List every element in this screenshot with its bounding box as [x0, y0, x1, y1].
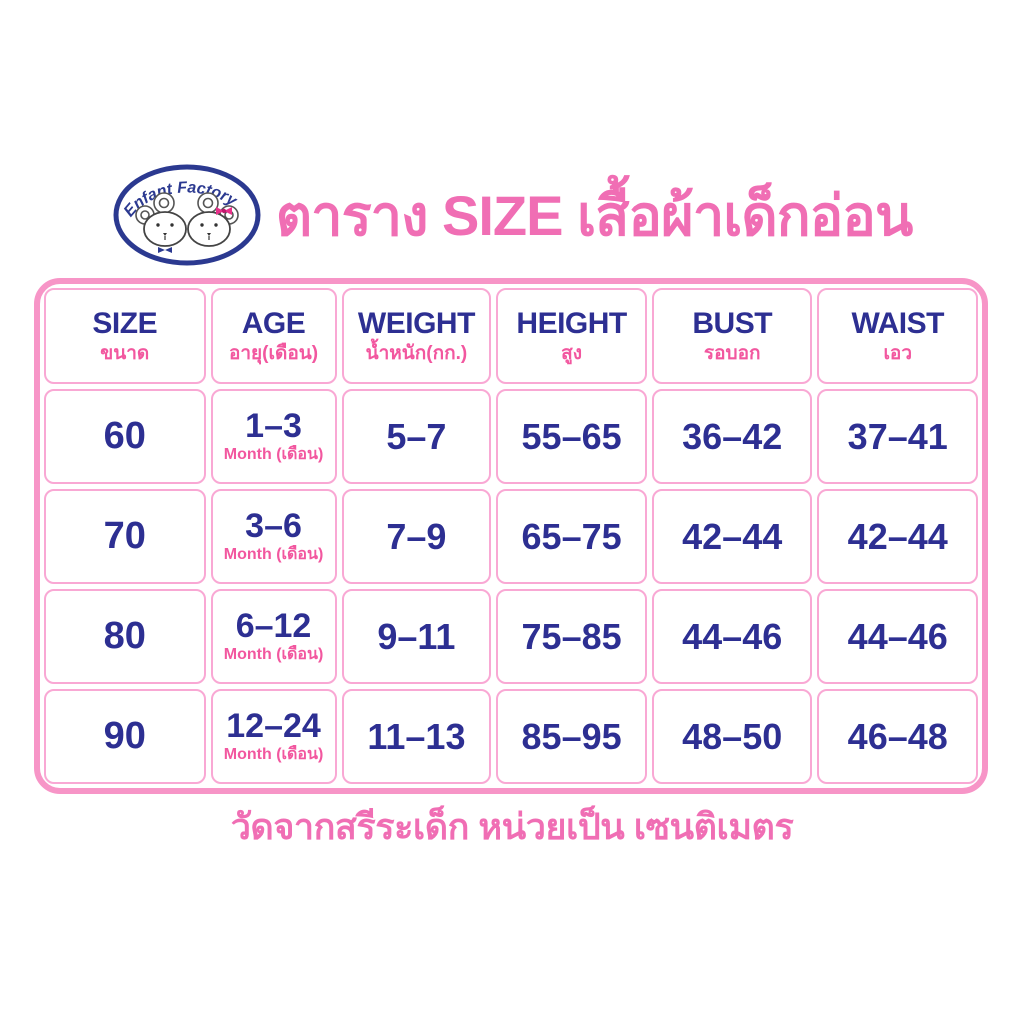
- cell-size: 90: [44, 689, 206, 784]
- bust-value: 48–50: [682, 715, 783, 757]
- weight-value: 9–11: [377, 615, 456, 657]
- age-value: 3–6: [245, 507, 302, 546]
- weight-value: 11–13: [367, 715, 466, 757]
- logo-bears-icon: Enfant Factory: [113, 164, 261, 266]
- left-bear-face: [142, 211, 187, 253]
- cell-bust: 36–42: [651, 389, 813, 484]
- col-header-height: HEIGHT สูง: [496, 288, 647, 384]
- enfant-factory-logo: Enfant Factory: [112, 163, 262, 267]
- bust-value: 44–46: [682, 615, 783, 657]
- col-header-th: อายุ(เดือน): [228, 342, 319, 364]
- cell-waist: 46–48: [817, 689, 978, 784]
- cell-weight: 7–9: [341, 489, 492, 584]
- col-header-th: สูง: [561, 342, 583, 364]
- cell-bust: 42–44: [651, 489, 813, 584]
- waist-value: 44–46: [847, 615, 948, 657]
- cell-weight: 9–11: [341, 589, 492, 684]
- size-value: 60: [103, 414, 146, 457]
- col-header-th: ขนาด: [100, 342, 150, 364]
- height-value: 55–65: [521, 415, 622, 457]
- size-value: 70: [103, 514, 146, 557]
- cell-bust: 44–46: [651, 589, 813, 684]
- cell-height: 55–65: [496, 389, 647, 484]
- cell-height: 65–75: [496, 489, 647, 584]
- weight-value: 5–7: [386, 415, 447, 457]
- cell-age: 1–3 Month (เดือน): [210, 389, 337, 484]
- waist-value: 42–44: [847, 515, 948, 557]
- cell-waist: 42–44: [817, 489, 978, 584]
- cell-height: 75–85: [496, 589, 647, 684]
- cell-size: 70: [44, 489, 206, 584]
- measurement-note: วัดจากสรีระเด็ก หน่วยเป็น เซนติเมตร: [230, 806, 794, 847]
- age-unit: Month (เดือน): [223, 545, 324, 563]
- col-header-en: BUST: [692, 307, 773, 341]
- bust-value: 36–42: [682, 415, 783, 457]
- height-value: 65–75: [521, 515, 622, 557]
- col-header-th: น้ำหนัก(กก.): [365, 342, 468, 364]
- cell-waist: 44–46: [817, 589, 978, 684]
- hair-bow-icon: [215, 207, 232, 215]
- col-header-en: SIZE: [92, 307, 158, 341]
- age-unit: Month (เดือน): [223, 445, 324, 463]
- col-header-bust: BUST รอบอก: [651, 288, 813, 384]
- cell-bust: 48–50: [651, 689, 813, 784]
- age-value: 12–24: [226, 707, 321, 746]
- size-value: 80: [103, 614, 146, 657]
- age-unit: Month (เดือน): [223, 645, 324, 663]
- size-table: SIZE ขนาด AGE อายุ(เดือน) WEIGHT น้ำหนัก…: [34, 278, 988, 794]
- cell-age: 12–24 Month (เดือน): [210, 689, 337, 784]
- col-header-en: AGE: [241, 307, 306, 341]
- height-value: 85–95: [521, 715, 622, 757]
- weight-value: 7–9: [386, 515, 447, 557]
- col-header-en: WAIST: [851, 307, 944, 341]
- bust-value: 42–44: [682, 515, 783, 557]
- right-bear-face: [186, 207, 232, 247]
- cell-size: 80: [44, 589, 206, 684]
- col-header-th: รอบอก: [703, 342, 761, 364]
- cell-size: 60: [44, 389, 206, 484]
- height-value: 75–85: [521, 615, 622, 657]
- col-header-weight: WEIGHT น้ำหนัก(กก.): [341, 288, 492, 384]
- waist-value: 37–41: [847, 415, 948, 457]
- col-header-th: เอว: [883, 342, 913, 364]
- waist-value: 46–48: [847, 715, 948, 757]
- col-header-size: SIZE ขนาด: [44, 288, 206, 384]
- cell-weight: 11–13: [341, 689, 492, 784]
- age-value: 1–3: [245, 407, 302, 446]
- col-header-age: AGE อายุ(เดือน): [210, 288, 337, 384]
- cell-age: 3–6 Month (เดือน): [210, 489, 337, 584]
- cell-weight: 5–7: [341, 389, 492, 484]
- age-value: 6–12: [235, 607, 312, 646]
- cell-waist: 37–41: [817, 389, 978, 484]
- col-header-en: WEIGHT: [357, 307, 476, 341]
- col-header-en: HEIGHT: [516, 307, 627, 341]
- page-header: Enfant Factory: [0, 160, 1024, 270]
- age-unit: Month (เดือน): [223, 745, 324, 763]
- size-value: 90: [103, 714, 146, 757]
- cell-height: 85–95: [496, 689, 647, 784]
- cell-age: 6–12 Month (เดือน): [210, 589, 337, 684]
- col-header-waist: WAIST เอว: [817, 288, 978, 384]
- left-bear-wool: [134, 192, 175, 225]
- page-title: ตาราง SIZE เสื้อผ้าเด็กอ่อน: [275, 183, 913, 247]
